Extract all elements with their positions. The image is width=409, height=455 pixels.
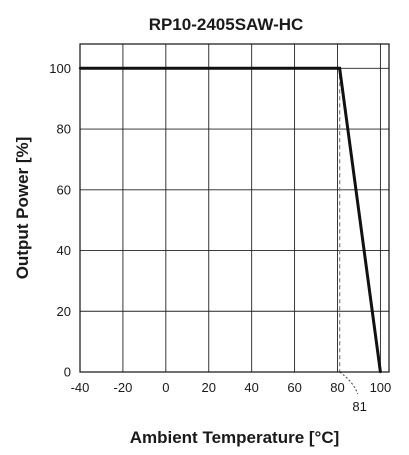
x-tick-label: -20 bbox=[114, 380, 133, 395]
reference-line-group: 81 bbox=[338, 68, 367, 414]
data-point bbox=[338, 67, 341, 70]
annotation-label: 81 bbox=[352, 399, 366, 414]
x-tick-label: 60 bbox=[287, 380, 301, 395]
y-tick-label: 0 bbox=[64, 365, 71, 380]
x-tick-label: -40 bbox=[71, 380, 90, 395]
y-tick-label: 40 bbox=[57, 243, 71, 258]
tick-labels: -40 -20 0 20 40 60 80 100 0 20 40 60 80 100 bbox=[49, 61, 391, 395]
chart-title: RP10-2405SAW-HC bbox=[149, 15, 304, 34]
y-tick-label: 60 bbox=[57, 182, 71, 197]
x-tick-label: 40 bbox=[244, 380, 258, 395]
y-tick-label: 80 bbox=[57, 122, 71, 137]
derating-curve bbox=[80, 66, 382, 373]
x-tick-label: 0 bbox=[162, 380, 169, 395]
y-tick-label: 100 bbox=[49, 61, 71, 76]
y-tick-label: 20 bbox=[57, 304, 71, 319]
x-axis-label: Ambient Temperature [°C] bbox=[130, 428, 340, 447]
series-group bbox=[78, 66, 382, 374]
x-tick-label: 20 bbox=[202, 380, 216, 395]
y-axis-label: Output Power [%] bbox=[13, 137, 32, 280]
x-tick-label: 80 bbox=[330, 380, 344, 395]
x-tick-label: 100 bbox=[370, 380, 392, 395]
plot-frame bbox=[79, 43, 390, 373]
